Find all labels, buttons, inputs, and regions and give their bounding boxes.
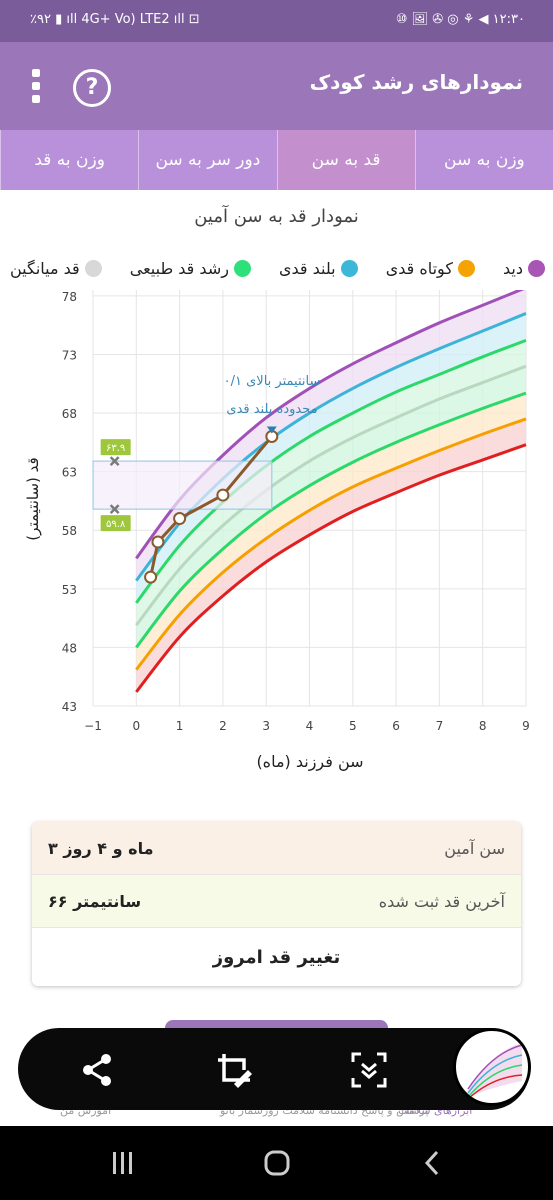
system-nav-bar — [0, 1126, 553, 1200]
x-tick-label: 4 — [306, 719, 314, 733]
x-tick-label: 8 — [479, 719, 487, 733]
legend-item: بلند قدی — [279, 259, 358, 278]
chart-annotation: محدوده بلند قدی — [226, 402, 317, 417]
legend-dot — [527, 259, 545, 277]
x-tick-label: 1 — [176, 719, 184, 733]
x-tick-label: 2 — [219, 719, 227, 733]
child-data-point — [173, 512, 187, 526]
y-tick-label: 58 — [62, 524, 77, 538]
age-row: سن آمین ۳ ماه و ۴ روز — [32, 822, 521, 875]
back-icon[interactable] — [422, 1150, 442, 1176]
x-tick-label: 5 — [349, 719, 357, 733]
screenshot-thumbnail[interactable] — [453, 1028, 531, 1106]
scroll-capture-icon[interactable] — [349, 1050, 389, 1090]
range-badge-label: ۶۳.۹ — [106, 443, 125, 454]
legend-label: قد میانگین — [10, 258, 80, 278]
tab-weight-for-height[interactable]: وزن به قد — [0, 130, 138, 190]
tab-weight-for-age[interactable]: وزن به سن — [414, 130, 553, 190]
home-icon[interactable] — [264, 1150, 290, 1176]
legend-label: بلند قدی — [279, 258, 336, 278]
child-data-point — [144, 570, 158, 584]
app-bar: ? نمودارهای رشد کودک — [0, 42, 553, 130]
status-bar: ٪۹۲ ▮ ıll 4G+ Vo) LTE2 ıll ⊡ ⑩ 🖼 ✇ ◎ ⚘ ◀… — [0, 0, 553, 42]
legend-dot — [84, 259, 102, 277]
range-marker — [109, 456, 120, 466]
x-tick-label: 6 — [392, 719, 400, 733]
y-tick-label: 48 — [62, 641, 77, 655]
y-tick-label: 63 — [62, 466, 77, 480]
reference-curve — [135, 364, 527, 627]
range-box — [92, 460, 273, 510]
chart-title: نمودار قد به سن آمین — [194, 206, 359, 227]
recent-apps-icon[interactable] — [110, 1150, 136, 1176]
x-tick-label: 9 — [522, 719, 530, 733]
range-badge — [100, 515, 131, 532]
legend-item: کوتاه قدی — [386, 259, 475, 278]
legend-label: رشد قد طبیعی — [129, 258, 229, 278]
screenshot-toolbar — [18, 1028, 530, 1110]
band-area — [136, 393, 527, 670]
band-area — [136, 313, 527, 603]
legend-dot — [233, 259, 251, 277]
reference-curve — [135, 417, 527, 671]
child-data-point — [216, 488, 230, 502]
legend-item: رشد قد طبیعی — [130, 259, 251, 278]
range-badge-label: ۵۹.۸ — [106, 519, 126, 530]
tab-height-for-age[interactable]: قد به سن — [276, 130, 415, 190]
status-right: ⑩ 🖼 ✇ ◎ ⚘ ◀ ۱۲:۳۰ — [395, 12, 525, 27]
legend-label: کوتاه قدی — [385, 258, 453, 278]
y-axis-label: قد (سانتیمتر) — [24, 457, 42, 541]
y-tick-label: 78 — [62, 290, 77, 304]
legend-label: دید — [502, 258, 523, 278]
y-tick-label: 43 — [62, 700, 77, 714]
x-tick-label: 0 — [132, 719, 140, 733]
legend-item: دید — [503, 259, 545, 278]
child-data-point — [151, 535, 165, 549]
height-label: آخرین قد ثبت شده — [378, 891, 505, 911]
share-icon[interactable] — [78, 1050, 118, 1090]
y-axis-label-wrap: قد (سانتیمتر) — [18, 450, 44, 550]
band-area — [136, 290, 526, 581]
crop-edit-icon[interactable] — [214, 1050, 254, 1090]
age-label: سن آمین — [444, 838, 505, 858]
reference-curve — [135, 338, 527, 604]
band-area — [136, 418, 527, 692]
height-value: ۶۶ سانتیمتر — [48, 891, 142, 911]
latest-point-marker — [266, 426, 277, 434]
change-height-button[interactable]: تغییر قد امروز — [212, 946, 341, 968]
chart-annotation: ۰/۱ سانتیمتر بالای — [224, 374, 321, 389]
y-tick-label: 53 — [62, 583, 77, 597]
thumbnail-chart-icon — [467, 1043, 523, 1100]
reference-curve — [135, 443, 527, 693]
y-tick-label: 68 — [62, 407, 77, 421]
page-title: نمودارهای رشد کودک — [309, 70, 523, 94]
more-options-icon[interactable] — [30, 69, 42, 105]
legend-dot — [457, 259, 475, 277]
range-badge — [100, 439, 131, 456]
x-axis-label: سن فرزند (ماه) — [256, 752, 364, 771]
summary-card: سن آمین ۳ ماه و ۴ روز آخرین قد ثبت شده ۶… — [32, 822, 521, 986]
reference-curve — [135, 391, 527, 649]
x-tick-label: −1 — [84, 719, 102, 733]
y-tick-label: 73 — [62, 348, 77, 362]
height-row: آخرین قد ثبت شده ۶۶ سانتیمتر — [32, 875, 521, 928]
help-icon[interactable]: ? — [73, 69, 111, 107]
chart-tabs: وزن به سن قد به سن دور سر به سن وزن به ق… — [0, 130, 553, 190]
status-left: ٪۹۲ ▮ ıll 4G+ Vo) LTE2 ıll ⊡ — [30, 12, 200, 27]
legend-item: قد میانگین — [10, 259, 102, 278]
tab-head-for-age[interactable]: دور سر به سن — [138, 130, 276, 190]
band-area — [136, 366, 527, 648]
x-tick-label: 7 — [436, 719, 444, 733]
x-tick-label: 3 — [262, 719, 270, 733]
band-area — [136, 340, 527, 626]
age-value: ۳ ماه و ۴ روز — [48, 838, 154, 858]
range-marker — [109, 504, 120, 515]
legend-dot — [340, 259, 358, 277]
chart-legend: دید کوتاه قدی بلند قدی رشد قد طبیعی قد م… — [10, 255, 545, 281]
